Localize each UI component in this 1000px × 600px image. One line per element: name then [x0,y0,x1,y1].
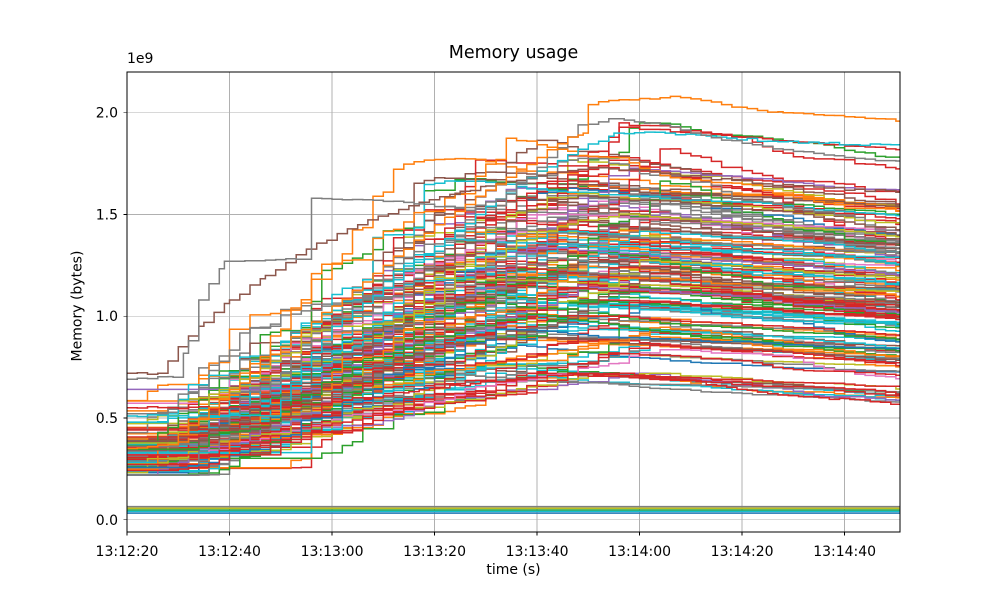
x-tick-label: 13:12:40 [198,544,261,560]
chart-title: Memory usage [448,43,579,63]
memory-trace [127,352,900,466]
memory-trace-low-red [127,372,900,410]
memory-trace [127,137,900,471]
memory-trace [127,266,900,438]
y-tick-label: 0.5 [96,411,118,427]
memory-trace [127,306,900,466]
x-tick-label: 13:13:00 [301,544,364,560]
axes-frame [123,71,901,536]
memory-trace-top-orange [127,95,900,450]
memory-trace [127,328,900,469]
x-tick-label: 13:12:20 [96,544,159,560]
memory-trace [127,339,900,461]
x-tick-label: 13:14:20 [711,544,774,560]
x-tick-label: 13:13:40 [506,544,569,560]
memory-trace [127,259,900,459]
y-tick-label: 2.0 [96,106,118,122]
data-series [127,95,900,514]
memory-trace [127,271,900,443]
memory-trace [127,301,900,456]
y-tick-label: 1.0 [96,309,118,325]
tick-labels: 13:12:20 13:12:40 13:13:00 13:13:20 13:13:40… [96,106,877,560]
y-axis-label: Memory (bytes) [69,250,86,362]
memory-trace [127,274,900,466]
memory-trace [127,252,900,448]
memory-trace [127,276,900,474]
x-axis-label: time (s) [486,562,541,578]
memory-trace [127,372,900,472]
memory-trace [127,180,900,445]
memory-trace [127,195,900,451]
y-tick-label: 1.5 [96,207,118,223]
x-tick-label: 13:14:40 [813,544,876,560]
memory-trace [127,230,900,454]
memory-trace [127,266,900,449]
y-tick-label: 0.0 [96,513,118,529]
y-axis-offset-label: 1e9 [127,51,154,67]
x-tick-label: 13:14:00 [608,544,671,560]
memory-trace [127,213,900,444]
memory-trace-early-gray [127,118,900,381]
memory-trace [127,315,900,459]
memory-trace-early-brown [127,166,900,375]
plot-border [126,71,901,533]
memory-trace [127,247,900,391]
x-tick-label: 13:13:20 [403,544,466,560]
memory-trace [127,213,900,404]
memory-trace [127,313,900,450]
